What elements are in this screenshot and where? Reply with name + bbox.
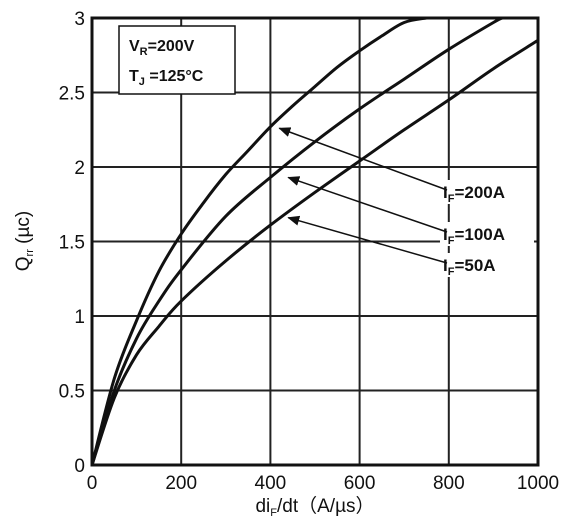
x-tick-label: 0 [87,473,98,494]
series-labels: IF=200A IF=100A IF=50A [440,180,534,278]
series-layer [90,16,540,467]
plot-frame [90,16,540,467]
series-arrow [278,127,448,191]
y-tick-label: 1 [74,307,85,328]
series-line-if-50a [90,38,540,467]
conditions-frame [118,25,236,95]
conditions-box: VR=200V TJ =125°C [118,25,236,95]
y-tick-label: 1.5 [59,233,85,254]
y-tick-labels: 0 0.5 1 1.5 2 2.5 3 [59,9,85,477]
x-axis-label: diF/dt（A/µs） [255,495,374,519]
x-tick-label: 400 [255,473,287,494]
y-tick-label: 0 [74,456,85,477]
series-arrow [287,176,448,233]
series-label-200a: IF=200A [443,183,505,205]
series-line-if-200a [90,16,428,467]
y-tick-label: 0.5 [59,382,85,403]
y-tick-label: 2 [74,158,85,179]
x-tick-labels: 0 200 400 600 800 1000 [87,473,559,494]
x-tick-label: 200 [165,473,197,494]
x-tick-label: 600 [344,473,376,494]
series-label-100a: IF=100A [443,225,505,247]
series-label-50a: IF=50A [443,256,496,278]
condition-vr: VR=200V [129,38,195,58]
series-line-if-100a [90,16,504,467]
condition-tj: TJ =125°C [129,68,204,88]
y-tick-label: 3 [74,9,85,30]
y-tick-label: 2.5 [59,84,85,105]
series-arrows [278,127,448,264]
series-arrow [287,215,448,264]
x-tick-label: 800 [433,473,465,494]
y-axis-label: Qrr (µc) [13,211,36,272]
x-tick-label: 1000 [517,473,559,494]
